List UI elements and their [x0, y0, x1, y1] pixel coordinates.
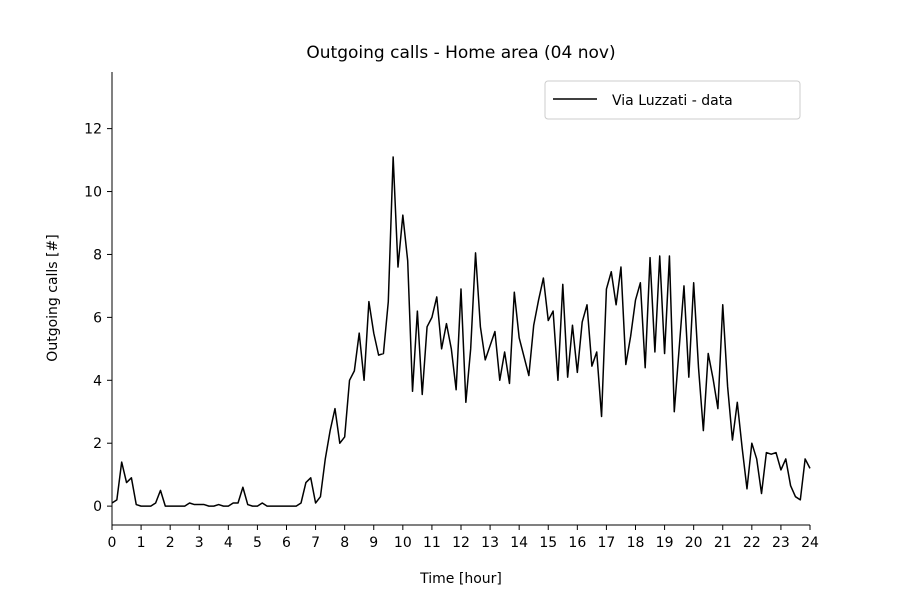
- x-tick-label: 8: [340, 535, 349, 551]
- x-tick-label: 4: [224, 535, 233, 551]
- x-tick-label: 3: [195, 535, 204, 551]
- x-tick-label: 7: [311, 535, 320, 551]
- x-tick-label: 15: [539, 535, 557, 551]
- x-tick-label: 10: [394, 535, 412, 551]
- chart-title: Outgoing calls - Home area (04 nov): [306, 43, 615, 63]
- x-tick-label: 24: [801, 535, 819, 551]
- x-tick-label: 1: [137, 535, 146, 551]
- x-tick-label: 20: [685, 535, 703, 551]
- y-tick-label: 6: [93, 310, 102, 326]
- y-tick-label: 4: [93, 373, 102, 389]
- x-tick-label: 18: [627, 535, 645, 551]
- y-tick-label: 8: [93, 247, 102, 263]
- x-tick-label: 23: [772, 535, 790, 551]
- y-tick-label: 0: [93, 499, 102, 515]
- x-tick-label: 12: [452, 535, 470, 551]
- x-tick-label: 9: [369, 535, 378, 551]
- y-ticks: 0 2 4 6 8 10 12: [84, 122, 112, 515]
- x-tick-label: 22: [743, 535, 761, 551]
- x-tick-label: 21: [714, 535, 732, 551]
- x-tick-label: 17: [598, 535, 616, 551]
- x-tick-label: 6: [282, 535, 291, 551]
- y-tick-label: 12: [84, 122, 102, 138]
- y-tick-label: 10: [84, 185, 102, 201]
- legend-box: [544, 80, 801, 120]
- x-axis-label: Time [hour]: [419, 571, 502, 587]
- x-tick-label: 16: [568, 535, 586, 551]
- x-tick-label: 11: [423, 535, 441, 551]
- legend: Via Luzzati - data: [544, 80, 801, 120]
- x-ticks: 0 1 2 3 4 5 6 7 8 9 10 11 12 13 14 15 16 17 18 19 20 21 22 23 24: [108, 525, 819, 551]
- x-tick-label: 0: [108, 535, 117, 551]
- series-line: [111, 156, 811, 507]
- x-tick-label: 14: [510, 535, 528, 551]
- y-axis-label: Outgoing calls [#]: [45, 234, 61, 361]
- series-layer: [111, 156, 811, 507]
- legend-label: Via Luzzati - data: [612, 93, 733, 109]
- x-tick-label: 2: [166, 535, 175, 551]
- x-tick-label: 13: [481, 535, 499, 551]
- x-tick-label: 19: [656, 535, 674, 551]
- y-tick-label: 2: [93, 436, 102, 452]
- x-tick-label: 5: [253, 535, 262, 551]
